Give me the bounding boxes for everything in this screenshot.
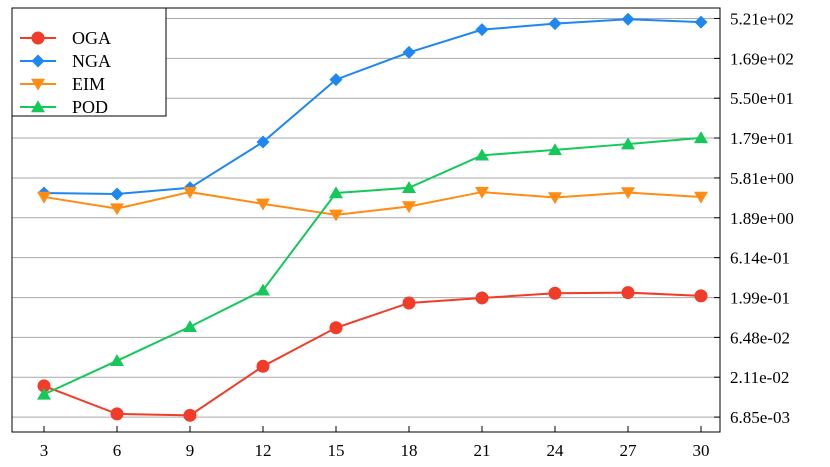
x-tick-label: 21 [474, 441, 491, 460]
data-point-nga [402, 45, 416, 59]
plot-frame [11, 7, 721, 433]
y-tick-label: 2.11e-02 [730, 368, 789, 387]
data-point-pod [37, 387, 51, 400]
data-point-pod [694, 131, 708, 144]
data-point-nga [329, 73, 343, 87]
data-point-nga [110, 187, 124, 201]
data-point-oga [621, 286, 635, 300]
data-point-pod [621, 137, 635, 150]
data-point-oga [37, 379, 51, 393]
data-point-oga [475, 291, 489, 305]
data-point-oga [548, 286, 562, 300]
data-point-pod [110, 354, 124, 367]
data-point-eim [256, 198, 270, 211]
y-tick-label: 1.69e+02 [730, 49, 794, 68]
legend-label-pod: POD [72, 97, 108, 117]
y-tick-label: 6.85e-03 [730, 408, 790, 427]
data-point-pod [402, 181, 416, 194]
series-line-nga [43, 18, 702, 195]
data-point-oga [183, 408, 197, 422]
data-point-eim [694, 191, 708, 204]
data-point-eim [329, 209, 343, 222]
data-point-nga [694, 15, 708, 29]
legend-label-oga: OGA [72, 28, 111, 48]
x-tick-label: 15 [328, 441, 345, 460]
data-point-nga [256, 135, 270, 149]
legend-label-nga: NGA [72, 51, 111, 71]
data-point-eim [548, 192, 562, 205]
data-point-oga [256, 359, 270, 373]
y-tick-label: 5.50e+01 [730, 89, 794, 108]
y-tick-label: 6.14e-01 [730, 249, 790, 268]
y-tick-label: 1.79e+01 [730, 129, 794, 148]
x-tick-label: 9 [186, 441, 195, 460]
data-point-pod [475, 148, 489, 161]
series-group [37, 12, 708, 422]
legend-marker-nga [31, 54, 45, 68]
data-point-eim [475, 186, 489, 199]
data-point-eim [402, 201, 416, 214]
x-tick-label: 3 [40, 441, 49, 460]
y-tick-label: 1.99e-01 [730, 289, 790, 308]
data-point-nga [475, 23, 489, 37]
y-tick-label: 5.21e+02 [730, 9, 794, 28]
data-point-eim [621, 187, 635, 200]
data-point-oga [402, 296, 416, 310]
series-oga [37, 286, 708, 422]
data-point-eim [183, 186, 197, 199]
data-point-eim [110, 203, 124, 216]
x-tick-label: 12 [255, 441, 272, 460]
x-tick-label: 6 [113, 441, 122, 460]
x-tick-label: 24 [547, 441, 565, 460]
axes: 6.85e-03 2.11e-02 6.48e-02 1.99e-01 6.14e-01… [11, 7, 794, 460]
legend-marker-eim [31, 78, 45, 91]
legend: OGA NGA EIM POD [11, 7, 167, 117]
x-tick-label: 18 [401, 441, 418, 460]
data-point-nga [621, 12, 635, 26]
data-point-oga [329, 321, 343, 335]
series-line-oga [43, 291, 702, 417]
y-tick-label: 1.89e+00 [730, 209, 794, 228]
series-line-eim [43, 191, 702, 216]
y-tick-label: 5.81e+00 [730, 169, 794, 188]
x-tick-label: 30 [693, 441, 710, 460]
legend-marker-oga [31, 31, 45, 45]
data-point-nga [548, 17, 562, 31]
series-eim [37, 186, 708, 222]
data-point-eim [37, 191, 51, 204]
data-point-oga [694, 289, 708, 303]
series-line-pod [43, 136, 702, 396]
legend-label-eim: EIM [72, 74, 105, 94]
legend-marker-pod [31, 100, 45, 113]
data-point-pod [329, 186, 343, 199]
series-pod [37, 131, 708, 400]
data-point-pod [256, 283, 270, 296]
x-tick-label: 27 [620, 441, 638, 460]
y-tick-label: 6.48e-02 [730, 328, 790, 347]
data-point-pod [183, 320, 197, 332]
data-point-oga [110, 407, 124, 421]
data-point-pod [548, 143, 562, 156]
